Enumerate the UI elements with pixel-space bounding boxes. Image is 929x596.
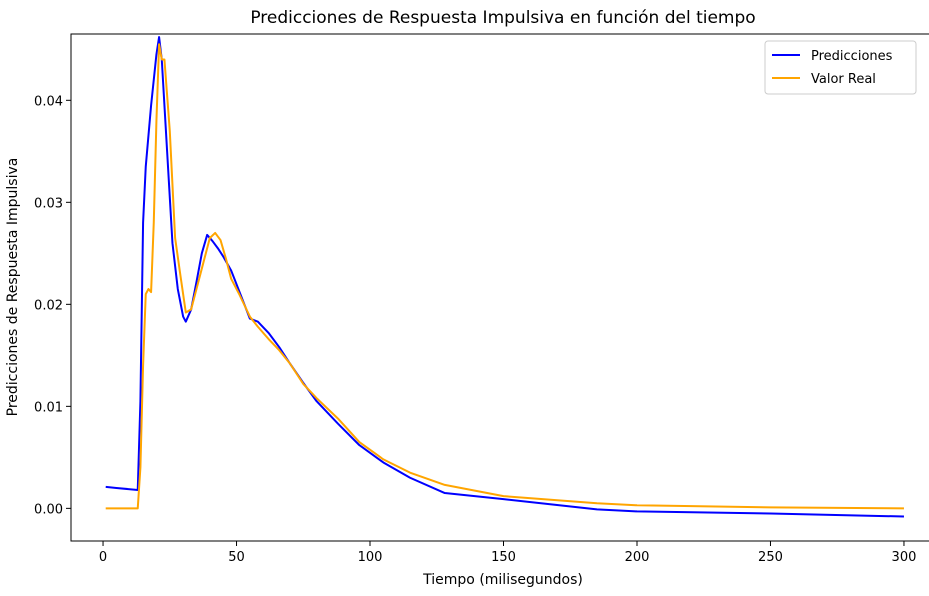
x-tick-label: 0 — [99, 550, 107, 565]
series-line-0 — [105, 36, 904, 518]
y-tick-label: 0.03 — [34, 196, 63, 211]
x-tick-label: 300 — [892, 550, 917, 565]
tick-layer: 0 50 100 150 200 250 300 0.00 0.01 0.02 0.03 0.04 — [34, 94, 916, 565]
legend-label-predicciones: Predicciones — [811, 49, 893, 64]
x-tick-label: 150 — [491, 550, 516, 565]
y-tick-label: 0.01 — [34, 400, 63, 415]
x-tick-label: 200 — [625, 550, 650, 565]
x-tick-label: 50 — [228, 550, 245, 565]
legend-box — [764, 40, 917, 95]
y-axis-label: Predicciones de Respuesta Impulsiva — [5, 158, 21, 417]
x-tick-label: 100 — [358, 550, 383, 565]
legend-label-valor-real: Valor Real — [811, 72, 876, 87]
chart-title: Predicciones de Respuesta Impulsiva en f… — [250, 8, 755, 28]
series-layer — [105, 36, 904, 518]
x-axis-label: Tiempo (milisegundos) — [422, 572, 583, 588]
y-tick-label: 0.00 — [34, 502, 63, 517]
y-tick-label: 0.04 — [34, 94, 63, 109]
series-line-1 — [105, 43, 904, 510]
legend: Predicciones Valor Real — [764, 40, 917, 95]
x-tick-label: 250 — [758, 550, 783, 565]
plot-frame — [70, 33, 929, 542]
y-tick-label: 0.02 — [34, 298, 63, 313]
